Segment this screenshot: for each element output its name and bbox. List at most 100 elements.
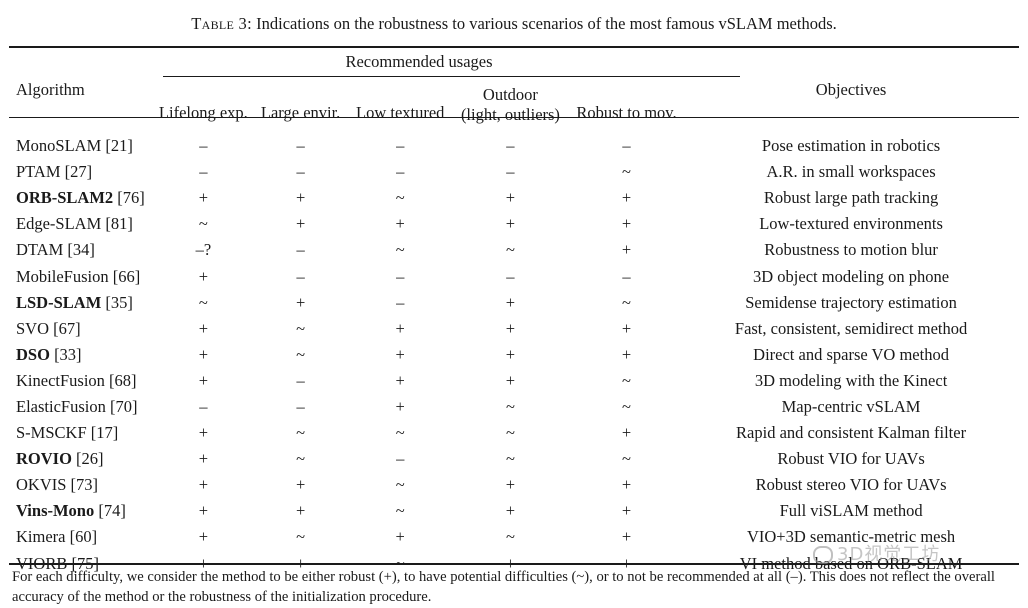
algorithm-ref: [60] [65, 527, 98, 547]
algorithm-ref: [67] [49, 318, 81, 338]
usage-mark: – [396, 266, 405, 286]
algorithm-name: DTAM [16, 240, 64, 260]
usage-cell: ~ [451, 420, 570, 446]
usage-cell: + [451, 498, 570, 524]
algorithm-name: Kimera [16, 527, 66, 547]
algorithm-ref: [75] [67, 553, 99, 573]
usage-cell: ~ [451, 237, 570, 263]
usage-cell: + [252, 185, 350, 211]
header-outdoor-title: Outdoor [482, 85, 538, 104]
usage-mark: + [295, 475, 306, 495]
algorithm-cell: LSD-SLAM [35] [9, 290, 155, 316]
algorithm-ref: [17] [86, 423, 119, 443]
algorithm-cell: MobileFusion [66] [9, 263, 155, 289]
usage-mark: ~ [296, 449, 306, 469]
usage-cell: + [570, 211, 683, 237]
algorithm-name: SVO [16, 318, 50, 338]
objective-cell: Pose estimation in robotics [761, 136, 941, 156]
algorithm-cell: Edge-SLAM [81] [9, 211, 155, 237]
algorithm-name: ROVIO [16, 449, 72, 469]
header-lifelong: Lifelong exp. [158, 103, 248, 122]
usage-mark: – [506, 266, 515, 286]
algorithm-cell: PTAM [27] [9, 159, 155, 185]
usage-mark: + [505, 214, 516, 234]
table-row: ORB-SLAM2 [76] + + ~ + + Robust large path tra… [9, 185, 1019, 211]
wechat-icon [813, 546, 833, 564]
objective-cell: Robust large path tracking [763, 188, 939, 208]
algorithm-cell: Vins-Mono [74] [9, 498, 155, 524]
usage-mark: + [621, 553, 632, 573]
table-footnote: For each difficulty, we consider the met… [12, 569, 995, 605]
usage-cell: ~ [349, 420, 451, 446]
algorithm-cell: S-MSCKF [17] [9, 420, 155, 446]
algorithm-name: PTAM [16, 162, 61, 182]
usage-cell: + [349, 368, 451, 394]
usage-mark: + [621, 501, 632, 521]
header-low-textured: Low textured [355, 103, 445, 122]
usage-mark: + [505, 553, 516, 573]
algorithm-name: LSD-SLAM [16, 292, 102, 312]
watermark: 3D视觉工坊 [813, 540, 940, 566]
usage-mark: ~ [505, 240, 515, 260]
algorithm-ref: [35] [101, 292, 133, 312]
objective-cell: VIO+3D semantic-metric mesh [746, 527, 956, 547]
usage-mark: + [395, 396, 405, 416]
usage-cell: –? [155, 237, 252, 263]
header-rule [9, 117, 1019, 118]
usage-cell: – [570, 133, 683, 159]
algorithm-name: DSO [16, 344, 50, 364]
usage-mark: + [198, 370, 208, 390]
algorithm-name: VIORB [16, 553, 68, 573]
table-caption-label: Table 3: [191, 14, 252, 33]
header-outdoor-sub: (light, outliers) [460, 105, 560, 124]
usage-cell: + [570, 185, 683, 211]
usage-mark: ~ [395, 475, 405, 495]
usage-cell: + [451, 316, 570, 342]
usage-mark: ~ [505, 527, 515, 547]
usage-mark: + [395, 344, 405, 364]
usage-mark: + [621, 188, 632, 208]
table-row: KinectFusion [68] + – + + ~3D modeling with t… [9, 368, 1019, 394]
usage-mark: + [198, 423, 208, 443]
table-row: PTAM [27] – – – – ~ A.R. in small workspaces [9, 159, 1019, 185]
usage-mark: + [621, 318, 632, 338]
usage-mark: – [396, 162, 405, 182]
usage-cell: ~ [349, 237, 451, 263]
algorithm-name: MobileFusion [16, 266, 109, 286]
usage-mark: + [621, 475, 632, 495]
group-rule [163, 76, 740, 77]
usage-mark: + [198, 318, 208, 338]
objective-cell: Semidense trajectory estimation [745, 292, 957, 312]
usage-mark: ~ [395, 501, 405, 521]
usage-cell: + [155, 498, 252, 524]
usage-cell: – [252, 159, 350, 185]
usage-mark: ~ [395, 240, 405, 260]
usage-mark: – [506, 162, 515, 182]
usage-mark: – [199, 162, 208, 182]
algorithm-name: Vins-Mono [16, 501, 95, 521]
algorithm-cell: ElasticFusion [70] [9, 394, 155, 420]
usage-cell: ~ [570, 290, 683, 316]
table-row: VIORB [75] + + ~ + + VI method based on ORB-SL… [9, 551, 1019, 577]
usage-mark: ~ [198, 214, 208, 234]
usage-mark: + [621, 423, 632, 443]
usage-mark: ~ [296, 527, 306, 547]
usage-cell: – [252, 394, 350, 420]
objective-cell: Direct and sparse VO method [753, 344, 949, 364]
usage-cell: ~ [451, 394, 570, 420]
usage-mark: ~ [395, 188, 405, 208]
usage-mark: + [621, 240, 632, 260]
usage-cell: + [570, 342, 683, 368]
usage-mark: + [505, 370, 516, 390]
usage-cell: ~ [349, 472, 451, 498]
usage-cell: ~ [252, 420, 350, 446]
algorithm-cell: ORB-SLAM2 [76] [9, 185, 155, 211]
usage-mark: ~ [505, 396, 515, 416]
usage-mark: + [395, 318, 405, 338]
usage-cell: + [451, 368, 570, 394]
usage-mark: ~ [622, 162, 631, 182]
usage-mark: ~ [622, 292, 631, 312]
usage-cell: ~ [252, 342, 350, 368]
objective-cell: 3D object modeling on phone [753, 266, 950, 286]
algorithm-ref: [70] [105, 396, 138, 416]
